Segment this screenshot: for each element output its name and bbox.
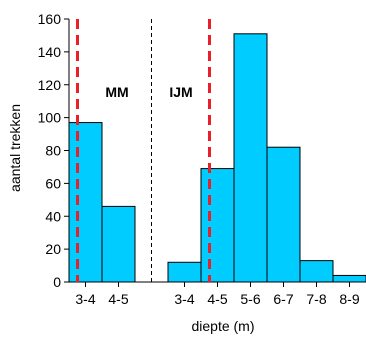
- y-tick-label: 20: [45, 241, 61, 257]
- x-tick-label: 6-7: [273, 291, 293, 307]
- y-tick-label: 60: [45, 175, 61, 191]
- y-tick-label: 0: [53, 274, 61, 290]
- y-tick-label: 80: [45, 143, 61, 159]
- y-tick-label: 160: [38, 11, 62, 27]
- bar-ijm-4-5: [200, 168, 235, 283]
- x-axis-label: diepte (m): [191, 318, 254, 334]
- x-tick-label: 7-8: [306, 291, 326, 307]
- y-tick-label: 100: [38, 110, 62, 126]
- y-tick-label: 140: [38, 44, 62, 60]
- x-tick-label: 3-4: [75, 291, 95, 307]
- bar-ijm-5-6: [233, 33, 268, 283]
- x-tick-label: 8-9: [339, 291, 359, 307]
- bars-layer: [68, 33, 366, 283]
- group-label-ijm: IJM: [169, 84, 192, 100]
- bar-ijm-6-7: [266, 146, 301, 283]
- x-tick-label: 3-4: [174, 291, 194, 307]
- bar-ijm-8-9: [332, 274, 366, 283]
- y-axis-label: aantal trekken: [7, 104, 23, 192]
- y-tick-label: 120: [38, 77, 62, 93]
- bar-mm-4-5: [101, 205, 136, 283]
- axes-layer: 0 20 40 60 80 100 120 140 160 3-4 4-5 3-4 4-5 5-6 6-7 7…: [38, 11, 366, 307]
- group-label-mm: MM: [105, 84, 128, 100]
- bar-mm-3-4: [68, 122, 103, 283]
- bar-ijm-3-4: [167, 261, 202, 283]
- overlay-layer: [76, 19, 211, 282]
- x-tick-label: 5-6: [240, 291, 260, 307]
- x-tick-label: 4-5: [108, 291, 128, 307]
- x-tick-label: 4-5: [207, 291, 227, 307]
- y-tick-label: 40: [45, 208, 61, 224]
- bar-ijm-7-8: [299, 260, 334, 283]
